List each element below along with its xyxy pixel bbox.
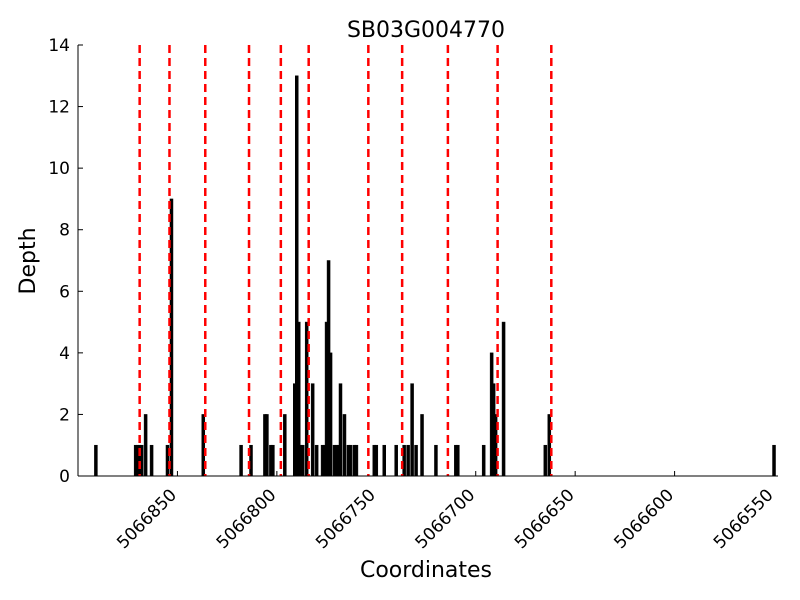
- y-tick-label: 14: [48, 36, 70, 56]
- bar: [310, 383, 315, 477]
- y-tick-label: 12: [48, 98, 70, 118]
- bar: [149, 444, 154, 477]
- bar: [300, 444, 305, 477]
- x-tick-label: 5066700: [412, 485, 480, 553]
- bar: [394, 444, 398, 477]
- bar: [348, 444, 353, 477]
- y-tick-label: 8: [59, 221, 70, 241]
- x-tick-label: 5066750: [312, 485, 380, 553]
- bar: [283, 414, 287, 477]
- plot-area: 0 2 4 6 8 10 12 14 5066850 5066800 5066750 5066700 5…: [48, 36, 778, 553]
- x-tick-label: 5066800: [213, 485, 281, 553]
- bar: [420, 414, 424, 477]
- bar: [239, 444, 243, 477]
- chart-title: SB03G004770: [347, 18, 505, 43]
- bar: [456, 444, 460, 477]
- bar: [314, 444, 319, 477]
- bar: [338, 383, 343, 477]
- y-tick-label: 2: [59, 405, 70, 425]
- y-tick-label: 10: [48, 159, 70, 179]
- bar: [328, 352, 333, 477]
- x-tick-label: 5066650: [511, 485, 579, 553]
- bar: [382, 444, 386, 477]
- bar: [406, 444, 410, 477]
- bar: [342, 414, 347, 477]
- bar: [410, 383, 414, 477]
- bar: [94, 444, 98, 477]
- x-tick-label: 5066600: [610, 485, 678, 553]
- y-tick-label: 6: [59, 282, 70, 302]
- bar: [271, 444, 275, 477]
- bar: [481, 444, 486, 477]
- y-tick-label: 4: [59, 344, 70, 364]
- bar: [434, 444, 438, 477]
- bar: [354, 444, 359, 477]
- bar: [265, 414, 269, 477]
- x-tick-label: 5066550: [710, 485, 778, 553]
- bar: [543, 444, 548, 477]
- y-axis-label: Depth: [16, 227, 41, 294]
- bar: [143, 414, 148, 477]
- x-tick-label: 5066850: [113, 485, 181, 553]
- bar: [414, 444, 418, 477]
- y-tick-label: 0: [59, 467, 70, 487]
- bar: [501, 321, 506, 477]
- x-axis-label: Coordinates: [360, 558, 492, 583]
